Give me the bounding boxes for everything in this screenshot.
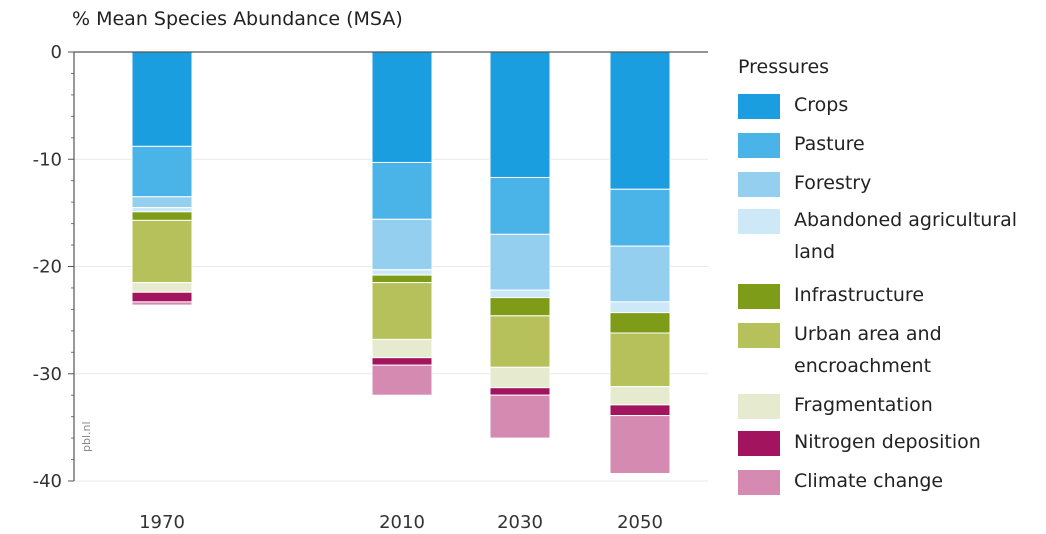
bar-segment xyxy=(609,188,671,247)
bar-segment xyxy=(131,211,193,221)
legend-label: Pasture xyxy=(794,133,865,155)
legend-swatch xyxy=(738,94,780,119)
bar-segment xyxy=(371,338,433,359)
bar-segment xyxy=(131,291,193,303)
x-tick-label: 1970 xyxy=(139,512,185,533)
bar-segment xyxy=(131,219,193,284)
bar-segment xyxy=(371,161,433,220)
legend-swatch xyxy=(738,133,780,158)
legend-swatch xyxy=(738,470,780,495)
y-tick-label: -30 xyxy=(33,364,62,385)
legend-label: Forestry xyxy=(794,172,872,194)
y-tick-label: -10 xyxy=(33,149,62,170)
bar-segment xyxy=(609,245,671,303)
legend-item: Infrastructure xyxy=(738,282,1044,311)
legend: Pressures Crops Pasture Forestry Abandoned … xyxy=(738,56,1044,507)
legend-label: Abandoned agricultural land xyxy=(794,209,1018,263)
bar-segment xyxy=(609,415,671,474)
bar-segment xyxy=(489,289,551,299)
bar-segment xyxy=(489,176,551,235)
legend-label: Climate change xyxy=(794,470,944,492)
legend-label: Nitrogen deposition xyxy=(794,431,981,453)
legend-item: Forestry xyxy=(738,170,1044,199)
bar-segment xyxy=(371,218,433,271)
bar-segment xyxy=(371,274,433,284)
bar-segment xyxy=(489,366,551,389)
legend-items: Crops Pasture Forestry Abandoned agricultur… xyxy=(738,92,1044,497)
y-axis-label: % Mean Species Abundance (MSA) xyxy=(72,8,403,30)
x-tick-label: 2050 xyxy=(617,512,663,533)
bar-segment xyxy=(371,51,433,163)
legend-swatch xyxy=(738,172,780,197)
bar-segment xyxy=(371,364,433,396)
bar-segment xyxy=(489,315,551,368)
legend-item: Fragmentation xyxy=(738,392,1044,421)
legend-title: Pressures xyxy=(738,56,830,78)
legend-label: Fragmentation xyxy=(794,394,933,416)
bar-segment xyxy=(609,51,671,190)
bar-segment xyxy=(371,269,433,276)
bar-segment xyxy=(489,387,551,396)
x-tick-label: 2030 xyxy=(497,512,543,533)
bar-segment xyxy=(489,51,551,178)
y-tick-label: -40 xyxy=(33,471,62,492)
legend-swatch xyxy=(738,323,780,348)
legend-swatch xyxy=(738,284,780,309)
source-credit: pbl.nl xyxy=(80,421,93,452)
legend-item: Urban area and encroachment xyxy=(738,321,1044,382)
bar-segment xyxy=(131,51,193,147)
bar-segment xyxy=(131,145,193,198)
bar-segment xyxy=(489,297,551,317)
y-tick-label: -20 xyxy=(33,257,62,278)
legend-item: Abandoned agricultural land xyxy=(738,207,1044,268)
bar-segment xyxy=(371,282,433,340)
legend-label: Infrastructure xyxy=(794,284,925,306)
legend-swatch xyxy=(738,431,780,456)
bar-segment xyxy=(609,386,671,406)
legend-item: Crops xyxy=(738,92,1044,121)
bar-segment xyxy=(131,196,193,209)
bar-segment xyxy=(609,301,671,314)
legend-label: Crops xyxy=(794,94,849,116)
legend-swatch xyxy=(738,209,780,234)
y-tick-label: 0 xyxy=(51,42,62,63)
legend-swatch xyxy=(738,394,780,419)
bar-segment xyxy=(489,394,551,439)
legend-label: Urban area and encroachment xyxy=(794,323,942,377)
legend-item: Climate change xyxy=(738,468,1044,497)
legend-item: Nitrogen deposition xyxy=(738,429,1044,458)
bar-segment xyxy=(131,282,193,293)
bar-segment xyxy=(371,357,433,366)
bar-segment xyxy=(609,332,671,388)
bar-segment xyxy=(131,207,193,213)
bar-segment xyxy=(609,312,671,334)
bar-segment xyxy=(131,301,193,306)
bar-segment xyxy=(609,404,671,417)
legend-item: Pasture xyxy=(738,131,1044,160)
x-tick-label: 2010 xyxy=(379,512,425,533)
bar-segment xyxy=(489,233,551,291)
